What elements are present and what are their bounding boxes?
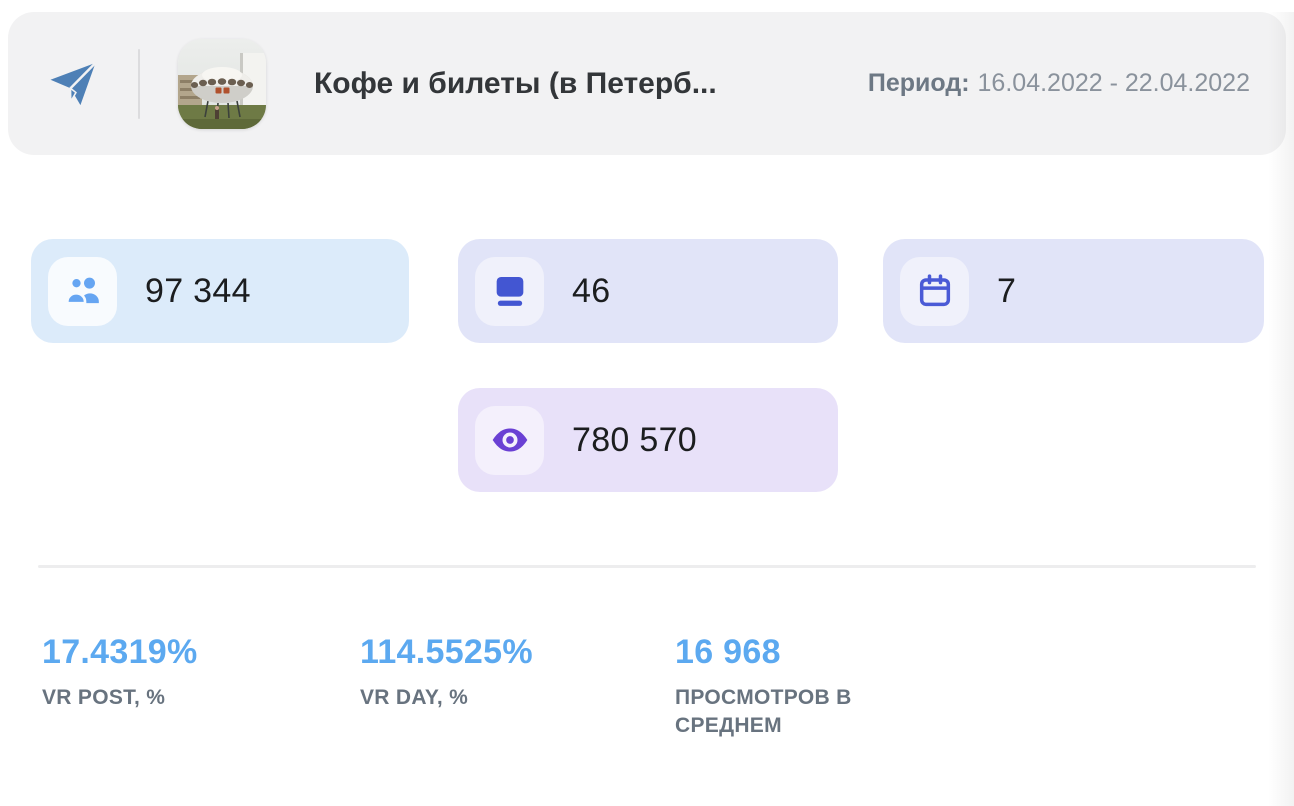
- period-value: 16.04.2022 - 22.04.2022: [977, 69, 1250, 97]
- stats-row-1: 97 344 46: [0, 239, 1294, 343]
- channel-title[interactable]: Кофе и билеты (в Петерб...: [314, 66, 717, 100]
- header-divider: [138, 48, 140, 119]
- metric-avg-views: 16 968 ПРОСМОТРОВ В СРЕДНЕМ: [675, 632, 925, 740]
- metric-vr-day: 114.5525% VR DAY, %: [360, 632, 675, 740]
- vr-post-label: VR POST, %: [42, 686, 166, 709]
- metrics-row: 17.4319% VR POST, % 114.5525% VR DAY, % …: [0, 632, 1294, 740]
- avg-views-value: 16 968: [675, 633, 781, 671]
- telegram-icon[interactable]: [46, 57, 100, 111]
- card-views: 780 570: [458, 388, 838, 492]
- channel-header: Кофе и билеты (в Петерб... Период: 16.04.…: [8, 12, 1286, 155]
- period: Период: 16.04.2022 - 22.04.2022: [868, 69, 1250, 98]
- users-icon: [48, 256, 117, 326]
- vr-post-value: 17.4319%: [42, 633, 198, 671]
- stats-row-2: 780 570: [0, 388, 1294, 492]
- days-value: 7: [997, 271, 1017, 310]
- vr-day-value: 114.5525%: [360, 633, 533, 671]
- section-divider: [38, 565, 1256, 568]
- views-value: 780 570: [572, 420, 698, 459]
- card-subscribers: 97 344: [31, 239, 409, 343]
- posts-icon: [475, 256, 544, 326]
- vr-day-label: VR DAY, %: [360, 686, 469, 709]
- posts-value: 46: [572, 271, 611, 310]
- channel-avatar[interactable]: [178, 38, 266, 129]
- avg-views-label: ПРОСМОТРОВ В СРЕДНЕМ: [675, 686, 852, 737]
- calendar-icon: [900, 256, 969, 326]
- subscribers-value: 97 344: [145, 271, 251, 310]
- period-label: Период:: [867, 69, 970, 97]
- card-posts: 46: [458, 239, 838, 343]
- channel-stats-widget: Кофе и билеты (в Петерб... Период: 16.04.…: [0, 12, 1294, 806]
- card-days: 7: [883, 239, 1264, 343]
- metric-vr-post: 17.4319% VR POST, %: [42, 632, 360, 740]
- eye-icon: [475, 405, 544, 475]
